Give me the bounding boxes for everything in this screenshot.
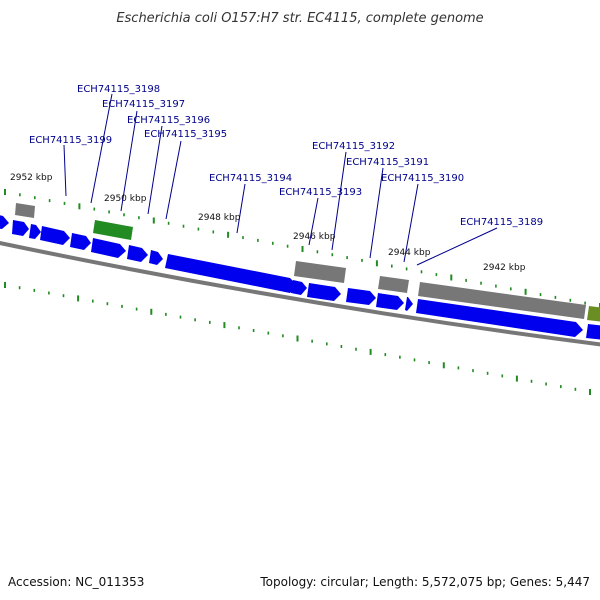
leader-line: [369, 167, 384, 259]
cds-arrow[interactable]: [165, 254, 298, 293]
kbp-label-2942: 2942 kbp: [483, 263, 526, 273]
gene-label-3198[interactable]: ECH74115_3198: [77, 84, 160, 95]
gene-label-3194[interactable]: ECH74115_3194: [209, 173, 292, 184]
leader-line: [236, 183, 246, 234]
cds-arrows: [0, 214, 600, 340]
gene-label-3196[interactable]: ECH74115_3196: [127, 115, 210, 126]
cds-arrow[interactable]: [307, 283, 341, 301]
gene-label-3192[interactable]: ECH74115_3192: [312, 141, 395, 152]
cds-arrow[interactable]: [91, 238, 126, 258]
cds-arrow[interactable]: [416, 299, 583, 337]
leader-line: [308, 197, 319, 246]
gene-gray-bar[interactable]: [294, 261, 346, 283]
kbp-label-2946: 2946 kbp: [293, 232, 336, 242]
leader-line: [90, 93, 113, 204]
cds-arrow[interactable]: [291, 280, 307, 295]
cds-arrow[interactable]: [40, 226, 70, 245]
label-leader-lines: [63, 93, 498, 266]
gene-label-3195[interactable]: ECH74115_3195: [144, 129, 227, 140]
gene-label-3191[interactable]: ECH74115_3191: [346, 157, 429, 168]
gene-label-3190[interactable]: ECH74115_3190: [381, 173, 464, 184]
gene-gray-bar[interactable]: [15, 203, 35, 218]
leader-line: [331, 151, 347, 251]
inner-tick-marks: [4, 282, 591, 395]
gene-label-3199[interactable]: ECH74115_3199: [29, 135, 112, 146]
genome-summary-text: Topology: circular; Length: 5,572,075 bp…: [259, 575, 590, 589]
accession-text: Accession: NC_011353: [8, 575, 144, 589]
cds-arrow[interactable]: [70, 233, 91, 250]
leader-line: [165, 140, 182, 220]
cds-arrow[interactable]: [346, 288, 376, 305]
cds-arrow[interactable]: [29, 224, 41, 239]
cds-arrow[interactable]: [586, 324, 600, 340]
gene-label-3189[interactable]: ECH74115_3189: [460, 217, 543, 228]
outer-tick-marks: [4, 189, 600, 309]
upper-strand-genes: [15, 203, 600, 322]
gene-green-bar[interactable]: [93, 220, 133, 240]
cds-arrow[interactable]: [127, 245, 148, 262]
leader-line: [120, 110, 138, 212]
leader-line: [147, 125, 163, 215]
leader-line: [403, 183, 419, 263]
gene-label-3193[interactable]: ECH74115_3193: [279, 187, 362, 198]
cds-arrow[interactable]: [0, 214, 9, 229]
cds-arrow[interactable]: [12, 220, 29, 236]
gene-gray-bar[interactable]: [378, 276, 409, 293]
cds-arrow[interactable]: [376, 293, 404, 310]
cds-arrow[interactable]: [149, 250, 163, 265]
kbp-label-2948: 2948 kbp: [198, 213, 241, 223]
cds-arrow[interactable]: [405, 297, 413, 311]
genome-backbone: [0, 240, 600, 347]
kbp-label-2952: 2952 kbp: [10, 173, 53, 183]
gene-label-3197[interactable]: ECH74115_3197: [102, 99, 185, 110]
leader-line: [63, 144, 67, 197]
kbp-label-2944: 2944 kbp: [388, 248, 431, 258]
gene-gray-bar[interactable]: [418, 282, 586, 319]
leader-line: [416, 227, 498, 266]
gene-olive-bar[interactable]: [587, 306, 600, 322]
kbp-label-2950: 2950 kbp: [104, 194, 147, 204]
genome-title: Escherichia coli O157:H7 str. EC4115, co…: [116, 11, 483, 26]
